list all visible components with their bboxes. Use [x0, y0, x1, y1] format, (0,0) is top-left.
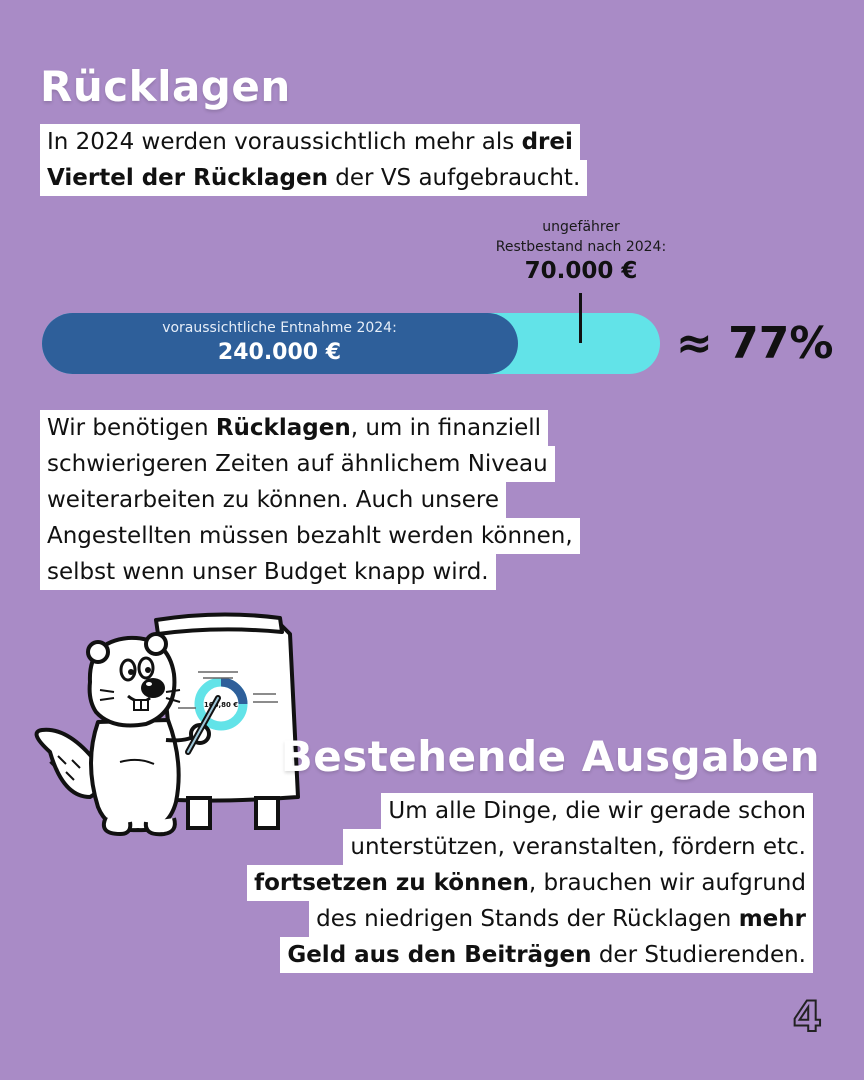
percentage-label: ≈ 77%	[676, 318, 834, 369]
withdrawal-bar-segment	[42, 313, 518, 374]
reasons-line: Wir benötigen Rücklagen, um in finanziel…	[40, 410, 549, 446]
chart-center-value: 166,80 €	[204, 701, 238, 709]
beaver-presenting-chart-icon: 166,80 €	[34, 612, 300, 837]
intro-line: Viertel der Rücklagen der VS aufgebrauch…	[40, 160, 588, 196]
existing-line: des niedrigen Stands der Rücklagen mehr	[309, 901, 813, 937]
intro-paragraph: In 2024 werden voraussichtlich mehr als …	[40, 124, 588, 196]
page-number: 4	[792, 991, 823, 1042]
existing-line: unterstützen, veranstalten, fördern etc.	[343, 829, 813, 865]
existing-paragraph: Um alle Dinge, die wir gerade schon unte…	[247, 793, 813, 973]
reasons-line: Angestellten müssen bezahlt werden könne…	[40, 518, 580, 554]
reasons-line: selbst wenn unser Budget knapp wird.	[40, 554, 496, 590]
rest-label: ungefährer Restbestand nach 2024:	[495, 219, 667, 255]
intro-line: In 2024 werden voraussichtlich mehr als …	[40, 124, 580, 160]
withdrawal-label: voraussichtliche Entnahme 2024:	[162, 320, 397, 336]
reasons-paragraph: Wir benötigen Rücklagen, um in finanziel…	[40, 410, 580, 590]
withdrawal-amount: 240.000 €	[217, 340, 342, 365]
existing-line: fortsetzen zu können, brauchen wir aufgr…	[247, 865, 813, 901]
rest-marker-line	[579, 293, 582, 343]
reasons-line: weiterarbeiten zu können. Auch unsere	[40, 482, 506, 518]
rest-amount: 70.000 €	[524, 258, 638, 284]
heading-ruecklagen: Rücklagen	[40, 62, 291, 111]
reasons-line: schwierigeren Zeiten auf ähnlichem Nivea…	[40, 446, 555, 482]
existing-line: Geld aus den Beiträgen der Studierenden.	[280, 937, 813, 973]
heading-bestehende-ausgaben: Bestehende Ausgaben	[280, 732, 820, 781]
existing-line: Um alle Dinge, die wir gerade schon	[381, 793, 813, 829]
